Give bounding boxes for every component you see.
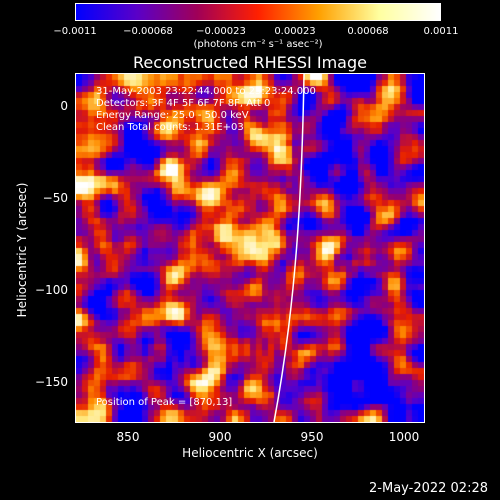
y-tick: −150 [35,375,68,389]
x-tick: 850 [116,430,140,444]
timestamp: 2-May-2022 02:28 [369,481,488,496]
x-tick: 950 [300,430,324,444]
solar-limb-line [273,74,305,422]
limb-overlay [273,74,305,422]
y-tick: 0 [60,99,68,113]
info-time-range: 31-May-2003 23:22:44.000 to 23:23:24.000 [96,86,316,97]
info-energy-range: Energy Range: 25.0 - 50.0 keV [96,110,249,121]
colorbar-tick: −0.00068 [123,26,173,37]
y-axis-label: Heliocentric Y (arcsec) [15,182,29,318]
colorbar-tick: 0.00023 [274,26,316,37]
colorbar-tick: −0.00023 [196,26,246,37]
plot-title: Reconstructed RHESSI Image [133,53,367,72]
x-tick: 1000 [388,430,420,444]
colorbar-tick: 0.0011 [423,26,459,37]
colorbar-tick: 0.00068 [347,26,389,37]
x-axis-label: Heliocentric X (arcsec) [182,446,318,460]
y-tick: −50 [42,191,68,205]
x-tick: 900 [208,430,232,444]
image-plot: 31-May-2003 23:22:44.000 to 23:23:24.000… [75,73,425,423]
rhessi-image [76,74,424,422]
colorbar [75,3,441,21]
info-detectors: Detectors: 3F 4F 5F 6F 7F 8F, Att 0 [96,98,271,109]
info-peak-position: Position of Peak = [870,13] [96,397,233,408]
info-total-counts: Clean Total counts: 1.31E+03 [96,122,244,133]
y-tick: −100 [35,283,68,297]
colorbar-tick: −0.0011 [53,26,97,37]
colorbar-unit: (photons cm⁻² s⁻¹ asec⁻²) [193,39,323,50]
